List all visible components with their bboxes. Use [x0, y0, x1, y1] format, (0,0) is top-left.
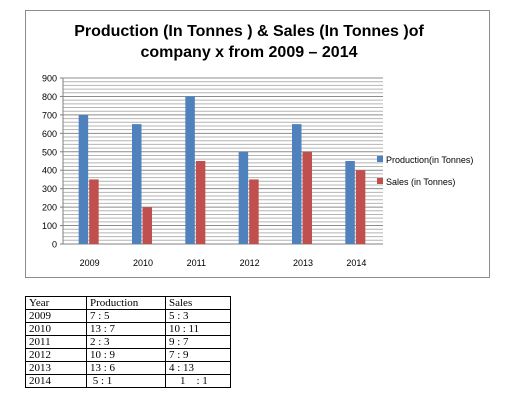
- y-tick-label: 700: [42, 110, 57, 120]
- y-tick-label: 200: [42, 203, 57, 213]
- cell-year: 2011: [25, 335, 87, 349]
- table-row: 2012 10 : 9 7 : 9: [25, 348, 231, 362]
- bar-sales: [89, 179, 99, 244]
- y-tick-label: 100: [42, 221, 57, 231]
- cell-production: 7 : 5: [86, 309, 166, 323]
- cell-production: 13 : 7: [86, 322, 166, 336]
- bar-production: [78, 114, 89, 244]
- bar-sales: [302, 151, 312, 244]
- cell-production: 2 : 3: [86, 335, 166, 349]
- cell-sales: 4 : 13: [165, 361, 231, 375]
- cell-production: 13 : 6: [86, 361, 166, 375]
- chart-title-line-2: company x from 2009 – 2014: [140, 44, 357, 61]
- cell-sales: 5 : 3: [165, 309, 231, 323]
- x-tick-label: 2014: [346, 258, 366, 268]
- table-row: 2010 13 : 7 10 : 11: [25, 322, 231, 336]
- y-tick-label: 800: [42, 92, 57, 102]
- y-tick-label: 300: [42, 184, 57, 194]
- table-row: 2014 5 : 1 1 : 1: [25, 374, 231, 388]
- chart-title-line-1: Production (In Tonnes ) & Sales (In Tonn…: [74, 23, 424, 40]
- bar-production: [292, 124, 302, 244]
- bar-sales: [142, 207, 152, 244]
- cell-sales: 1 : 1: [165, 374, 231, 388]
- bar-production: [238, 151, 249, 244]
- cell-year: 2012: [25, 348, 87, 362]
- x-tick-label: 2010: [133, 258, 153, 268]
- legend-label: Sales (in Tonnes): [386, 177, 455, 187]
- cell-sales: 7 : 9: [165, 348, 231, 362]
- table-header-row: Year Production Sales: [25, 296, 231, 310]
- y-tick-label: 600: [42, 129, 57, 139]
- y-tick-label: 0: [52, 240, 57, 250]
- header-year: Year: [25, 296, 87, 310]
- cell-sales: 10 : 11: [165, 322, 231, 336]
- cell-year: 2009: [25, 309, 87, 323]
- cell-year: 2014: [25, 374, 87, 388]
- y-tick-label: 900: [42, 74, 57, 84]
- cell-year: 2010: [25, 322, 87, 336]
- cell-sales: 9 : 7: [165, 335, 231, 349]
- legend-swatch: [377, 156, 383, 162]
- x-tick-label: 2013: [293, 258, 313, 268]
- table-row: 2009 7 : 5 5 : 3: [25, 309, 231, 323]
- bar-sales: [195, 161, 206, 244]
- legend-swatch: [377, 178, 383, 184]
- cell-production: 5 : 1: [86, 374, 166, 388]
- table-row: 2013 13 : 6 4 : 13: [25, 361, 231, 375]
- bar-production: [345, 161, 355, 244]
- x-tick-label: 2012: [240, 258, 260, 268]
- y-tick-label: 400: [42, 166, 57, 176]
- cell-year: 2013: [25, 361, 87, 375]
- bar-chart: Production (In Tonnes ) & Sales (In Tonn…: [42, 23, 473, 268]
- header-sales: Sales: [165, 296, 231, 310]
- ratio-table: Year Production Sales 2009 7 : 5 5 : 3 2…: [25, 296, 231, 388]
- bar-sales: [355, 170, 366, 244]
- cell-production: 10 : 9: [86, 348, 166, 362]
- legend-label: Production(in Tonnes): [386, 155, 473, 165]
- x-tick-label: 2011: [187, 258, 206, 268]
- x-tick-label: 2009: [80, 258, 100, 268]
- bar-production: [185, 96, 195, 244]
- y-tick-label: 500: [42, 147, 57, 157]
- table-row: 2011 2 : 3 9 : 7: [25, 335, 231, 349]
- chart-frame: Production (In Tonnes ) & Sales (In Tonn…: [25, 10, 490, 278]
- header-production: Production: [86, 296, 166, 310]
- bar-sales: [249, 179, 259, 244]
- bar-production: [132, 124, 142, 244]
